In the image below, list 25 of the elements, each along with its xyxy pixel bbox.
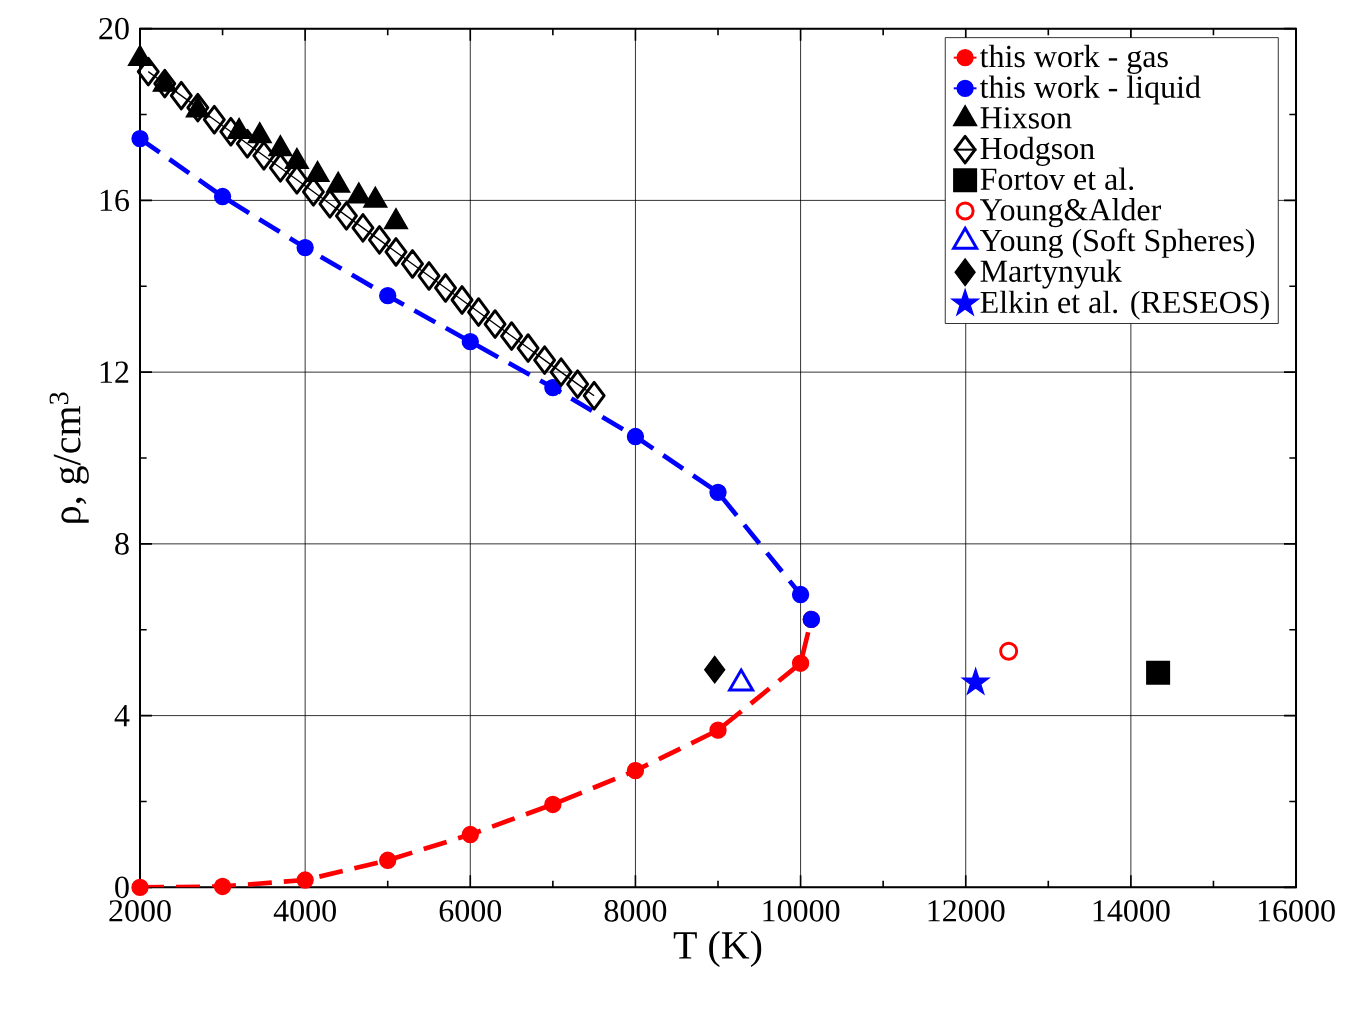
y-tick-label: 0 [115,876,129,899]
y-tick-label: 4 [114,705,130,727]
legend-label: Young&Alder [979,198,1162,228]
legend-label: Martynyuk [980,259,1122,289]
x-tick-label: 2000 [109,900,171,922]
x-tick-label: 14000 [1093,900,1170,922]
y-tick-label: 8 [115,533,129,555]
legend-label: this work - liquid [979,75,1201,105]
x-tick-label: 10000 [763,900,840,922]
y-tick-label: 20 [99,17,129,40]
legend-label: this work - gas [979,44,1168,74]
y-tick-label: 16 [100,189,129,212]
x-tick-label: 8000 [604,900,667,922]
y-tick-label: 12 [100,361,129,383]
x-tick-label: 4000 [273,900,336,922]
x-axis-title: T (K) [673,930,762,968]
y-axis-title: ρ, g/cm$^{3}$ [49,392,89,523]
legend-label: Fortov et al. [980,167,1134,191]
x-tick-label: 12000 [928,900,1005,922]
x-tick-label: 6000 [439,900,502,922]
legend-label: Young (Soft Spheres) [979,228,1255,258]
legend-label: Hodgson [980,136,1095,166]
legend-label: Elkin et al. (RESEOS) [980,290,1269,320]
legend-label: Hixson [980,107,1072,129]
x-tick-label: 16000 [1258,900,1335,922]
